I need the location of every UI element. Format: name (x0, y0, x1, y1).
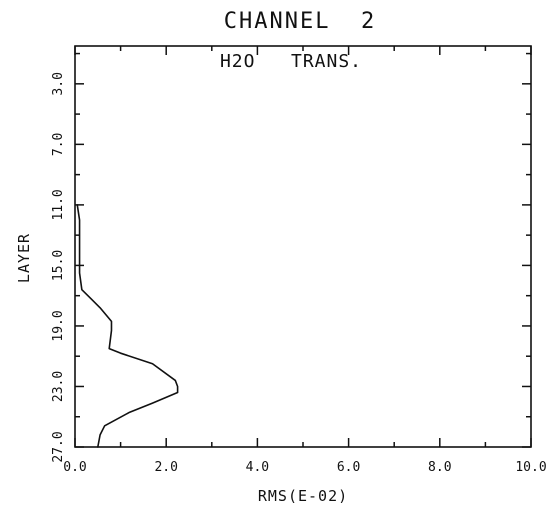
x-tick-label: 2.0 (154, 460, 177, 475)
x-tick-label: 6.0 (337, 460, 360, 475)
y-axis-label: LAYER (15, 233, 33, 283)
chart-annotation: H2O TRANS. (220, 51, 362, 72)
y-tick-label: 7.0 (51, 133, 66, 156)
chart-title: CHANNEL 2 (224, 9, 376, 34)
x-axis-label: RMS(E-02) (258, 487, 348, 505)
y-tick-label: 19.0 (51, 310, 66, 341)
x-axis: 0.0 2.0 4.0 6.0 8.0 10.0 (63, 46, 547, 475)
x-tick-label: 8.0 (428, 460, 451, 475)
y-tick-label: 15.0 (51, 250, 66, 281)
x-tick-label: 4.0 (246, 460, 269, 475)
series-layer (76, 204, 179, 448)
y-tick-label: 27.0 (51, 431, 66, 462)
y-axis: 3.0 7.0 11.0 15.0 19.0 23.0 27.0 (51, 52, 531, 463)
y-tick-label: 23.0 (51, 371, 66, 402)
plot-frame (74, 45, 532, 448)
y-tick-label: 11.0 (51, 189, 66, 220)
x-tick-label: 0.0 (63, 460, 86, 475)
series-line (76, 204, 179, 448)
x-tick-label: 10.0 (515, 460, 546, 475)
y-tick-label: 3.0 (51, 72, 66, 95)
